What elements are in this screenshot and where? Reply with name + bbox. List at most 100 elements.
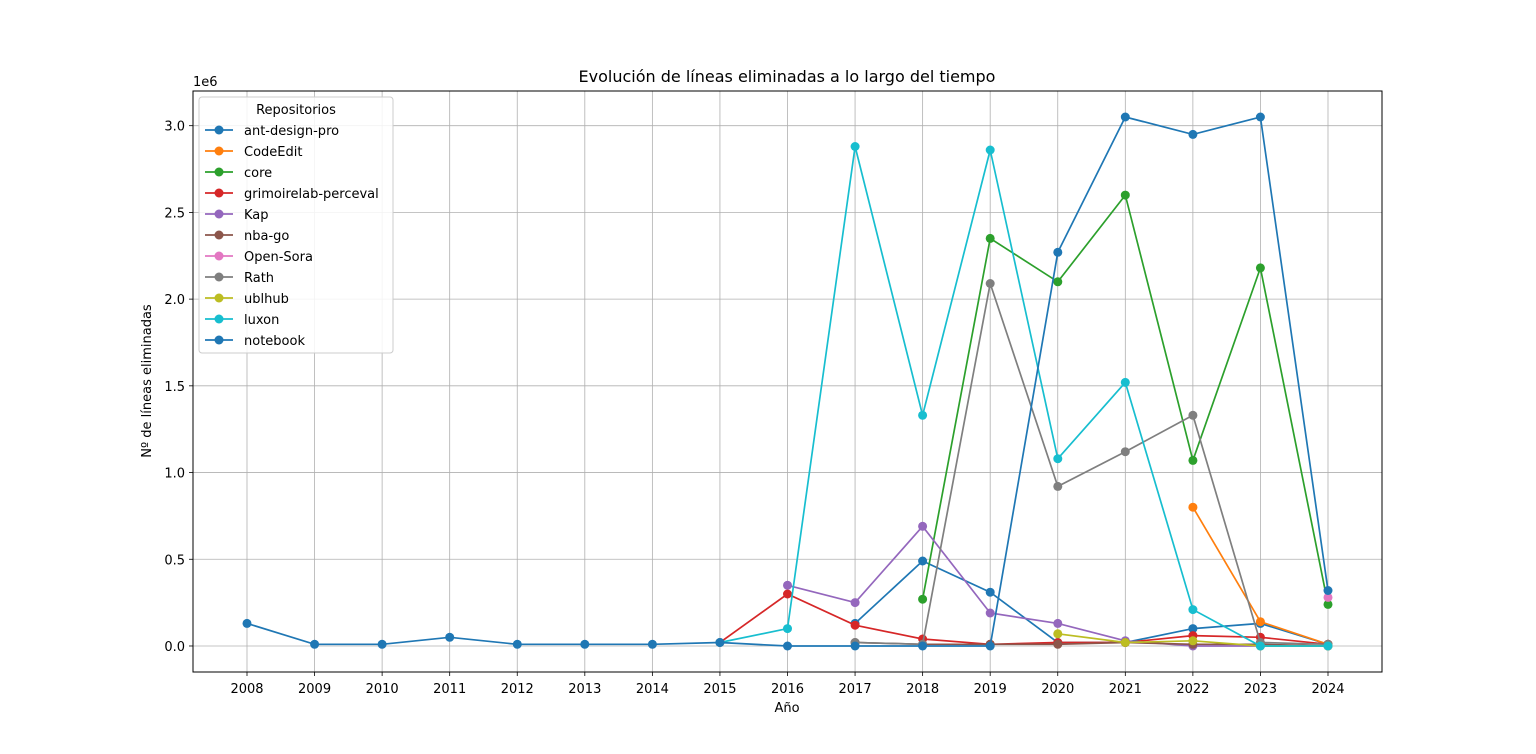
x-tick-label: 2024 xyxy=(1311,682,1344,697)
x-tick-label: 2010 xyxy=(366,682,399,697)
legend-marker xyxy=(214,314,224,324)
series-line xyxy=(719,593,1329,646)
y-tick-label: 1.0 xyxy=(164,467,185,482)
series-line xyxy=(855,280,1329,646)
legend-marker xyxy=(214,125,224,135)
data-point xyxy=(1188,129,1198,139)
chart-title: Evolución de líneas eliminadas a lo larg… xyxy=(579,67,996,86)
data-point xyxy=(783,641,792,651)
data-point xyxy=(1120,447,1130,457)
data-point xyxy=(1120,190,1130,200)
data-point xyxy=(850,142,860,151)
legend-marker xyxy=(214,335,224,345)
data-point xyxy=(1053,629,1063,639)
data-point xyxy=(985,587,995,597)
y-tick-label: 3.0 xyxy=(164,120,185,135)
series-core xyxy=(918,190,1333,609)
x-tick-label: 2018 xyxy=(906,682,939,697)
y-axis: 0.0 0.5 1.0 1.5 2.0 2.5 3.0 xyxy=(164,120,193,655)
data-point xyxy=(1323,641,1333,651)
legend-item: nba-go xyxy=(205,229,289,244)
legend: Repositorios ant-design-pro CodeEdit core gr… xyxy=(198,96,394,354)
y-tick-label: 0.5 xyxy=(164,553,185,568)
legend-item: core xyxy=(205,166,272,181)
data-point xyxy=(1053,454,1063,464)
data-point xyxy=(918,410,928,420)
series-grimoirelab-perceval xyxy=(715,589,1333,649)
data-point xyxy=(985,641,995,651)
legend-item: luxon xyxy=(205,313,279,328)
data-point xyxy=(985,279,995,288)
legend-label: ant-design-pro xyxy=(244,124,339,139)
data-point xyxy=(850,641,860,651)
legend-item: grimoirelab-perceval xyxy=(205,187,379,202)
series-notebook xyxy=(242,112,1333,651)
x-tick-label: 2023 xyxy=(1244,682,1277,697)
legend-label: CodeEdit xyxy=(244,145,302,160)
data-point xyxy=(985,608,995,618)
legend-label: Kap xyxy=(244,208,269,223)
x-tick-label: 2012 xyxy=(501,682,534,697)
legend-item: ublhub xyxy=(205,292,289,307)
data-point xyxy=(1188,605,1198,615)
data-point xyxy=(1255,112,1265,122)
data-point xyxy=(783,580,792,590)
series-line xyxy=(719,146,1328,647)
legend-label: Open-Sora xyxy=(244,250,313,265)
data-point xyxy=(1255,617,1265,627)
y-scale-label: 1e6 xyxy=(193,75,218,90)
data-point xyxy=(377,639,387,649)
legend-title: Repositorios xyxy=(256,103,336,118)
x-tick-label: 2014 xyxy=(636,682,669,697)
legend-item: ant-design-pro xyxy=(205,124,339,139)
y-tick-label: 2.5 xyxy=(164,206,185,221)
legend-marker xyxy=(214,146,224,156)
x-tick-label: 2015 xyxy=(703,682,736,697)
legend-item: notebook xyxy=(205,334,305,349)
data-point xyxy=(1188,624,1198,634)
legend-marker xyxy=(214,188,224,198)
data-point xyxy=(242,618,252,628)
data-point xyxy=(310,639,320,649)
data-point xyxy=(1323,586,1333,595)
data-point xyxy=(918,521,928,531)
legend-marker xyxy=(214,272,224,282)
legend-label: grimoirelab-perceval xyxy=(244,187,379,202)
data-point xyxy=(918,556,928,566)
data-point xyxy=(918,594,928,604)
x-tick-label: 2017 xyxy=(839,682,872,697)
data-point xyxy=(445,632,455,642)
data-point xyxy=(1188,455,1198,465)
legend-marker xyxy=(214,293,224,303)
x-tick-label: 2008 xyxy=(230,682,263,697)
legend-marker xyxy=(214,209,224,219)
data-point xyxy=(985,145,995,155)
data-point xyxy=(1053,247,1063,257)
x-tick-label: 2013 xyxy=(568,682,601,697)
x-tick-label: 2016 xyxy=(771,682,804,697)
legend-item: CodeEdit xyxy=(205,145,302,160)
data-point xyxy=(1053,277,1063,287)
data-point xyxy=(783,589,792,599)
data-point xyxy=(918,641,928,651)
y-tick-label: 2.0 xyxy=(164,293,185,308)
data-point xyxy=(580,639,590,649)
x-axis: 2008 2009 2010 2011 2012 2013 2014 2015 2016 2017… xyxy=(230,672,1345,697)
data-point xyxy=(1323,599,1333,609)
legend-label: notebook xyxy=(244,334,305,349)
data-point xyxy=(512,639,522,649)
data-point xyxy=(1053,618,1063,628)
legend-marker xyxy=(214,167,224,177)
data-point xyxy=(715,638,725,647)
legend-marker xyxy=(214,230,224,240)
x-tick-label: 2011 xyxy=(433,682,466,697)
data-point xyxy=(1053,639,1063,649)
legend-label: nba-go xyxy=(244,229,289,244)
data-point xyxy=(1120,638,1130,647)
data-point xyxy=(783,624,792,634)
legend-box xyxy=(198,96,394,354)
legend-item: Kap xyxy=(205,208,269,223)
x-tick-label: 2009 xyxy=(298,682,331,697)
x-tick-label: 2021 xyxy=(1109,682,1142,697)
